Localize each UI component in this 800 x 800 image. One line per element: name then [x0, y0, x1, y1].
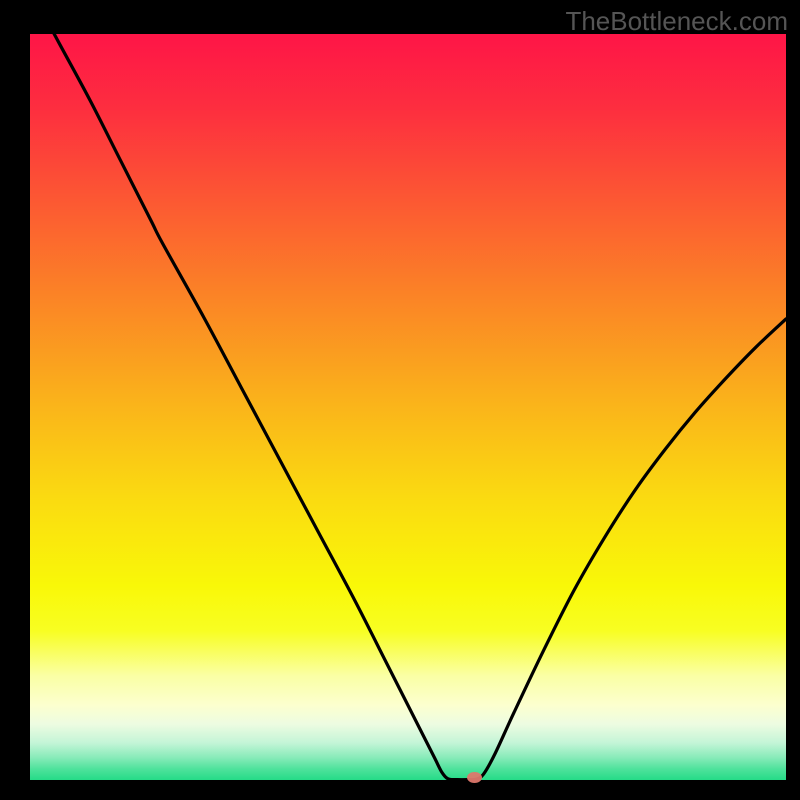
- chart-container: { "watermark": { "text": "TheBottleneck.…: [0, 0, 800, 800]
- watermark-text: TheBottleneck.com: [565, 6, 788, 37]
- plot-frame: [30, 34, 786, 780]
- bottleneck-curve: [30, 34, 786, 780]
- bottleneck-marker: [467, 772, 482, 783]
